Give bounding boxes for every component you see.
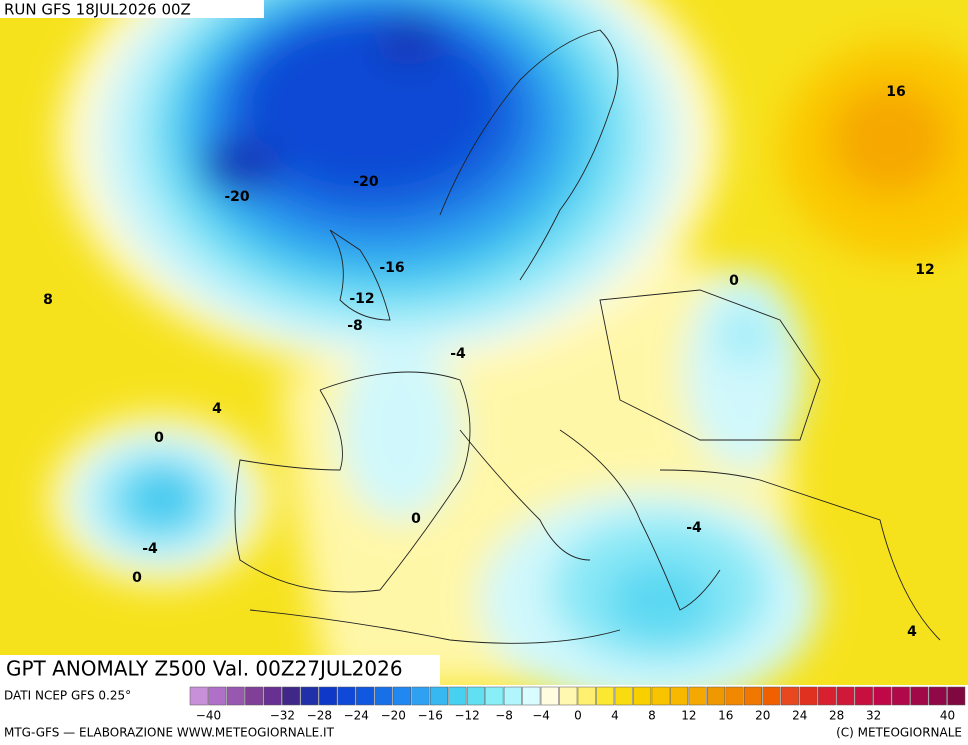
colorbar-tick-label: −12 <box>454 709 479 723</box>
colorbar-swatch <box>947 686 966 706</box>
colorbar-tick-label: −28 <box>307 709 332 723</box>
credit-label: MTG-GFS — ELABORAZIONE WWW.METEOGIORNALE… <box>4 726 335 740</box>
colorbar-swatch <box>910 686 929 706</box>
colorbar-tick-label: 8 <box>648 709 656 723</box>
colorbar-tick-label: 40 <box>940 709 955 723</box>
colorbar-tick-label: 12 <box>681 709 696 723</box>
contour-label: -20 <box>353 174 379 190</box>
colorbar-swatch <box>577 686 596 706</box>
contour-label: 4 <box>907 624 917 640</box>
contour-label: 16 <box>886 84 905 100</box>
colorbar-swatch <box>392 686 411 706</box>
colorbar-tick-label: −32 <box>270 709 295 723</box>
colorbar-swatch <box>319 686 338 706</box>
colorbar-swatch <box>688 686 707 706</box>
coastlines <box>234 29 941 644</box>
colorbar-swatch <box>707 686 726 706</box>
colorbar-swatch <box>429 686 448 706</box>
colorbar-swatch <box>466 686 485 706</box>
colorbar-tick-label: 0 <box>574 709 582 723</box>
contour-label: 0 <box>411 511 421 527</box>
source-label: DATI NCEP GFS 0.25° <box>4 689 131 703</box>
colorbar-swatch <box>540 686 559 706</box>
title-box <box>0 655 440 685</box>
contour-label: 0 <box>154 430 164 446</box>
colorbar: −40 −32 −28 −24 −20 −16 −12 −8 −4 0 4 8 12 16 20 24 28 32… <box>189 686 966 723</box>
contour-label: 8 <box>43 292 53 308</box>
colorbar-swatch <box>503 686 522 706</box>
colorbar-swatch <box>374 686 393 706</box>
contour-label: -20 <box>224 189 250 205</box>
colorbar-tick-label: 28 <box>829 709 844 723</box>
map <box>0 0 968 685</box>
contour-label: 12 <box>915 262 934 278</box>
contour-label: -4 <box>142 541 158 557</box>
colorbar-swatch <box>854 686 873 706</box>
copyright-label: (C) METEOGIORNALE <box>836 726 962 740</box>
colorbar-swatch <box>744 686 763 706</box>
colorbar-swatch <box>762 686 781 706</box>
colorbar-swatch <box>208 686 227 706</box>
colorbar-swatch <box>780 686 799 706</box>
colorbar-swatch <box>817 686 836 706</box>
colorbar-tick-label: −8 <box>495 709 513 723</box>
contour-label: 0 <box>729 273 739 289</box>
colorbar-swatch <box>891 686 910 706</box>
colorbar-tick-label: 32 <box>866 709 881 723</box>
colorbar-swatch <box>596 686 615 706</box>
colorbar-tick-label: −4 <box>532 709 550 723</box>
colorbar-tick-label: 4 <box>611 709 619 723</box>
colorbar-tick-label: −20 <box>381 709 406 723</box>
contour-label: -4 <box>450 346 466 362</box>
colorbar-swatch <box>633 686 652 706</box>
colorbar-swatch <box>559 686 578 706</box>
run-label: RUN GFS 18JUL2026 00Z <box>4 1 191 19</box>
colorbar-tick-label: 20 <box>755 709 770 723</box>
colorbar-swatch <box>226 686 245 706</box>
colorbar-swatch <box>799 686 818 706</box>
colorbar-swatch <box>928 686 947 706</box>
header-box <box>0 0 264 18</box>
colorbar-tick-label: −16 <box>418 709 443 723</box>
colorbar-tick-label: 24 <box>792 709 807 723</box>
colorbar-swatch <box>356 686 375 706</box>
colorbar-swatch <box>614 686 633 706</box>
colorbar-swatch <box>670 686 689 706</box>
contour-label: -12 <box>349 291 374 307</box>
colorbar-swatch <box>651 686 670 706</box>
colorbar-swatch <box>245 686 264 706</box>
map-title: GPT ANOMALY Z500 Val. 00Z27JUL2026 <box>6 657 403 681</box>
colorbar-tick-label: 16 <box>718 709 733 723</box>
colorbar-swatch <box>873 686 892 706</box>
contour-label: 4 <box>212 401 222 417</box>
colorbar-swatch <box>485 686 504 706</box>
colorbar-swatch <box>337 686 356 706</box>
contour-label: 0 <box>132 570 142 586</box>
colorbar-swatch <box>263 686 282 706</box>
colorbar-swatch <box>836 686 855 706</box>
contour-label: -16 <box>379 260 404 276</box>
colorbar-swatch <box>300 686 319 706</box>
colorbar-tick-label: −40 <box>196 709 221 723</box>
colorbar-swatch <box>522 686 541 706</box>
colorbar-tick-label: −24 <box>344 709 369 723</box>
colorbar-swatch <box>189 686 208 706</box>
colorbar-swatch <box>282 686 301 706</box>
colorbar-swatch <box>448 686 467 706</box>
contour-label: -8 <box>347 318 363 334</box>
contour-label: -4 <box>686 520 702 536</box>
colorbar-swatch <box>725 686 744 706</box>
colorbar-swatch <box>411 686 430 706</box>
